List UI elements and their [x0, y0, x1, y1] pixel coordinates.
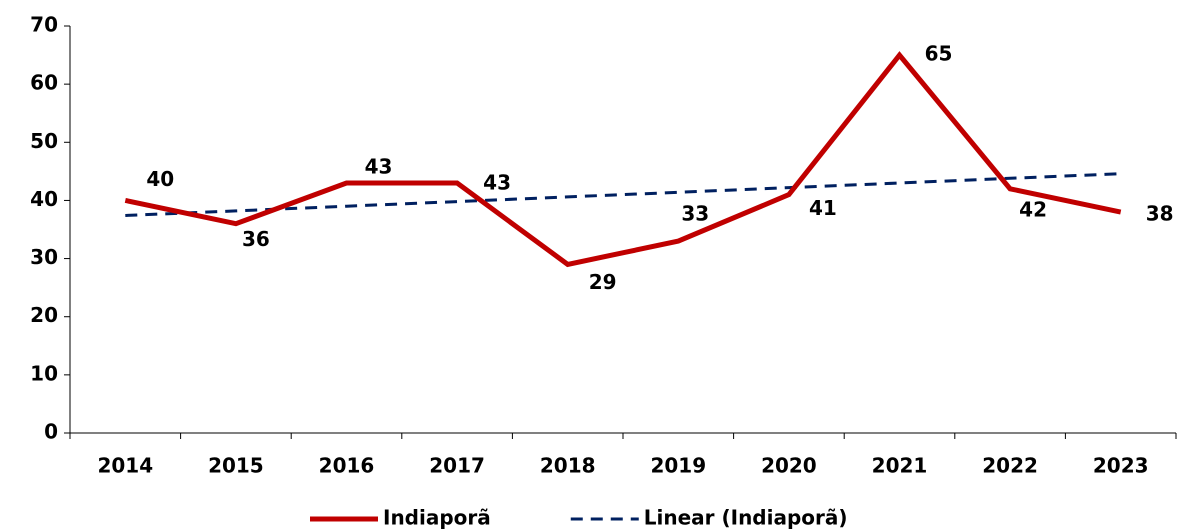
y-tick-label: 70	[30, 13, 58, 37]
data-label: 36	[242, 227, 270, 251]
data-label: 33	[681, 202, 709, 226]
legend-label: Indiaporã	[383, 506, 491, 530]
data-label: 41	[809, 196, 837, 220]
x-tick-label: 2023	[1093, 454, 1149, 478]
x-tick-label: 2015	[208, 454, 264, 478]
data-label: 43	[365, 154, 393, 178]
data-label: 42	[1019, 197, 1047, 221]
data-line	[124, 51, 1122, 268]
y-tick-label: 0	[44, 420, 58, 444]
legend-label: Linear (Indiaporã)	[644, 506, 848, 530]
x-tick-label: 2014	[97, 454, 153, 478]
y-tick-label: 10	[30, 361, 58, 385]
x-tick-label: 2019	[650, 454, 706, 478]
x-tick-label: 2021	[872, 454, 928, 478]
y-tick-label: 40	[30, 187, 58, 211]
data-label: 65	[925, 42, 953, 66]
y-tick-label: 30	[30, 245, 58, 269]
data-label: 43	[483, 170, 511, 194]
x-tick-label: 2017	[429, 454, 485, 478]
trend-line	[125, 172, 1121, 217]
data-label: 40	[146, 167, 174, 191]
y-tick-label: 20	[30, 303, 58, 327]
data-label: 29	[589, 270, 617, 294]
x-tick-label: 2020	[761, 454, 817, 478]
y-tick-label: 50	[30, 129, 58, 153]
x-tick-label: 2022	[982, 454, 1038, 478]
y-tick-label: 60	[30, 71, 58, 95]
x-tick-label: 2018	[540, 454, 596, 478]
x-tick-label: 2016	[319, 454, 375, 478]
data-label: 38	[1146, 202, 1174, 226]
